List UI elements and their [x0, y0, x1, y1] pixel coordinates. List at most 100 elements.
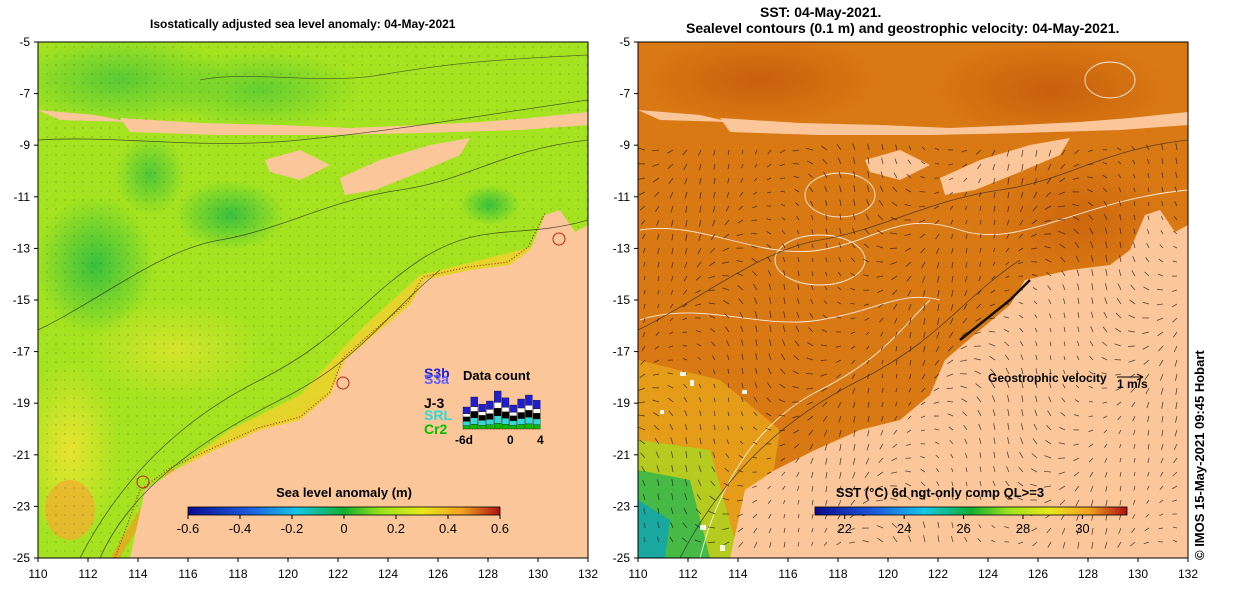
- lesser-sunda-islands: [720, 112, 1188, 135]
- lat-tick-label: -19: [13, 396, 31, 410]
- java-land: [38, 110, 130, 122]
- data-count-bar: [501, 397, 510, 408]
- colorbar-tick-label: -0.4: [229, 521, 251, 536]
- data-count-bar: [517, 398, 525, 409]
- lon-tick-label: 112: [78, 567, 97, 581]
- colorbar-tick-label: 0.4: [439, 521, 457, 536]
- lesser-sunda-islands: [120, 112, 588, 135]
- lat-tick-label: -9: [619, 138, 630, 152]
- missing-data-patches: [660, 372, 747, 551]
- data-count-bar: [533, 413, 541, 420]
- lat-tick-label: -15: [613, 293, 631, 307]
- data-count-bar: [494, 415, 502, 424]
- lon-tick-label: 118: [228, 567, 247, 581]
- lat-tick-label: -5: [619, 35, 630, 49]
- lat-tick-label: -23: [13, 499, 31, 513]
- velocity-legend: Geostrophic velocity 1 m/s: [988, 371, 1148, 391]
- australia-land: [730, 210, 1188, 558]
- sst-colorbar-ramp: [814, 506, 1128, 516]
- sst-colorbar-title: SST (°C) 6d ngt-only comp QL>=3: [836, 485, 1044, 500]
- lat-tick-label: -17: [613, 345, 631, 359]
- sla-colorbar-title: Sea level anomaly (m): [276, 485, 412, 500]
- data-count-bar: [517, 424, 525, 430]
- lat-tick-label: -13: [13, 241, 31, 255]
- left-map-title: Isostatically adjusted sea level anomaly…: [150, 17, 456, 31]
- tide-gauge-marker: [136, 475, 150, 489]
- data-count-xtick: -6d: [455, 433, 473, 447]
- lon-tick-label: 116: [778, 567, 797, 581]
- java-land: [638, 110, 730, 122]
- lat-tick-label: -21: [613, 448, 631, 462]
- lon-tick-label: 114: [128, 567, 147, 581]
- lat-tick-label: -5: [19, 35, 30, 49]
- credit-line: © IMOS 15-May-2021 09:45 Hobart: [1192, 350, 1207, 560]
- lon-tick-label: 130: [528, 567, 548, 581]
- sumba-land: [265, 150, 330, 180]
- data-count-bar: [533, 418, 541, 425]
- data-count-bar: [462, 406, 471, 414]
- data-count-bar: [525, 405, 533, 411]
- colorbar-tick-label: 0.2: [387, 521, 405, 536]
- velocity-legend-label: Geostrophic velocity: [988, 371, 1107, 385]
- data-count-bars: [462, 390, 541, 430]
- timor-land: [940, 138, 1070, 195]
- colorbar-tick-label: 30: [1075, 521, 1089, 536]
- data-count-legend-label: S3b: [424, 365, 450, 381]
- lat-tick-label: -19: [613, 396, 631, 410]
- lat-tick-label: -7: [619, 87, 630, 101]
- lon-tick-label: 122: [928, 567, 948, 581]
- lat-tick-label: -11: [14, 190, 31, 204]
- data-count-bar: [494, 402, 502, 409]
- data-count-bar: [470, 396, 478, 407]
- tide-gauge-marker: [336, 376, 350, 390]
- colorbar-tick-label: 0.6: [491, 521, 509, 536]
- sea-level-contour: [1084, 61, 1136, 99]
- data-count-bar: [533, 424, 541, 430]
- lat-tick-label: -13: [613, 241, 631, 255]
- lat-tick-label: -21: [13, 448, 31, 462]
- data-count-bar: [525, 423, 533, 430]
- colorbar-tick-label: -0.6: [177, 521, 199, 536]
- data-count-bar: [509, 415, 517, 421]
- colorbar-tick-label: 22: [837, 521, 851, 536]
- lon-tick-label: 128: [478, 567, 498, 581]
- lat-tick-label: -23: [613, 499, 631, 513]
- data-count-bar: [470, 411, 478, 418]
- lat-tick-label: -15: [13, 293, 31, 307]
- data-count-legend-label: J-3: [424, 395, 444, 411]
- data-count-bar: [486, 409, 494, 414]
- lon-tick-label: 114: [728, 567, 747, 581]
- data-count-bar: [486, 419, 494, 425]
- data-count-bar: [462, 421, 471, 426]
- data-count-bar: [478, 425, 486, 430]
- data-count-bar: [517, 418, 525, 425]
- data-count-bar: [462, 416, 471, 422]
- right-map-title-line1: SST: 04-May-2021.: [760, 4, 882, 20]
- lat-tick-label: -25: [13, 551, 31, 565]
- lat-tick-label: -7: [19, 87, 30, 101]
- lon-tick-label: 110: [28, 567, 47, 581]
- data-count-bar: [509, 412, 517, 416]
- lat-tick-label: -17: [13, 345, 31, 359]
- sla-map: [38, 42, 588, 558]
- data-count-bar: [501, 424, 510, 430]
- data-count-bar: [509, 425, 517, 430]
- data-count-legend-label: Cr2: [424, 421, 448, 437]
- lat-tick-label: -9: [19, 138, 30, 152]
- sea-level-contour: [699, 299, 931, 558]
- colorbar-tick-label: 26: [956, 521, 970, 536]
- bathymetry-contour: [679, 259, 1021, 558]
- sst-warm-area: [640, 42, 880, 125]
- data-count-bar: [478, 420, 486, 426]
- lon-tick-label: 118: [828, 567, 847, 581]
- data-count-bar: [478, 404, 486, 412]
- data-count-bar: [470, 424, 478, 430]
- data-count-bar: [486, 413, 494, 420]
- data-count-bar: [486, 424, 494, 430]
- data-count-bar: [533, 408, 541, 414]
- data-count-bar: [525, 416, 533, 425]
- right-map-title-line2: Sealevel contours (0.1 m) and geostrophi…: [686, 20, 1120, 36]
